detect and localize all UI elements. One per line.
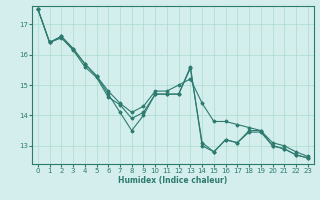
X-axis label: Humidex (Indice chaleur): Humidex (Indice chaleur)	[118, 176, 228, 185]
